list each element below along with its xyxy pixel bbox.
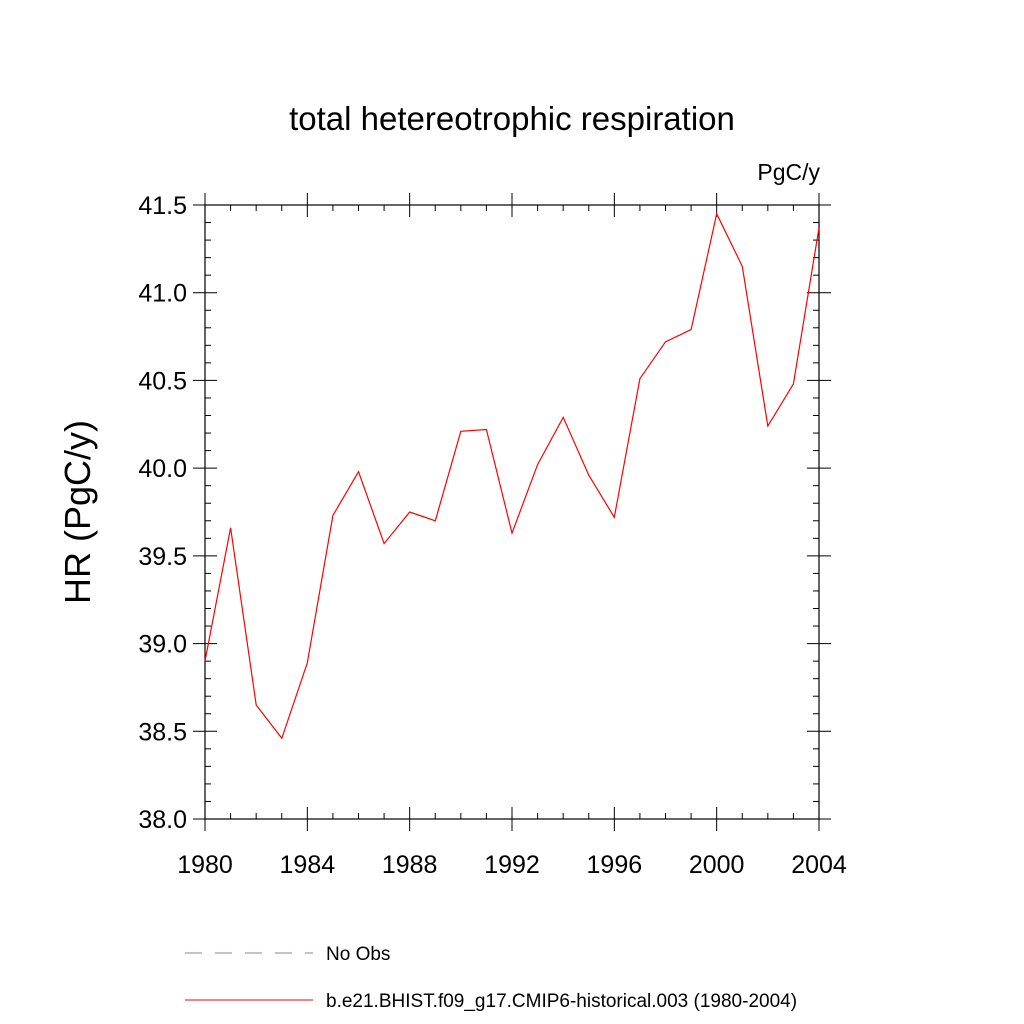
series-group (204, 211, 820, 740)
legend-label: No Obs (326, 944, 390, 965)
x-tick-label: 1992 (484, 851, 540, 879)
y-tick-label: 40.0 (138, 455, 187, 483)
y-tick-label: 41.0 (138, 280, 187, 308)
plot-frame (204, 204, 820, 820)
y-tick-label: 39.5 (138, 543, 187, 571)
data-point (306, 662, 308, 664)
data-point (229, 527, 231, 529)
data-point (281, 737, 283, 739)
data-point (741, 265, 743, 267)
data-point (255, 704, 257, 706)
data-point (818, 227, 820, 229)
data-point (460, 430, 462, 432)
data-point (562, 416, 564, 418)
data-point (613, 516, 615, 518)
x-tick-label: 2004 (791, 851, 847, 879)
data-point (383, 542, 385, 544)
y-tick-label: 40.5 (138, 367, 187, 395)
data-point (408, 511, 410, 513)
data-point (536, 463, 538, 465)
y-tick-label: 41.5 (138, 192, 187, 220)
x-tick-label: 2000 (689, 851, 745, 879)
data-point (664, 341, 666, 343)
chart-title: total hetereotrophic respiration (289, 100, 735, 137)
x-tick-label: 1984 (280, 851, 336, 879)
axis-ticks (193, 193, 831, 831)
tick-labels: 1980 1984 1988 1992 1996 2000 2004 38.0 38.5 39.0… (138, 192, 847, 879)
data-point (690, 328, 692, 330)
y-tick-label: 38.0 (138, 806, 187, 834)
x-tick-label: 1980 (177, 851, 233, 879)
units-label: PgC/y (757, 159, 820, 185)
data-point (588, 474, 590, 476)
data-point (434, 520, 436, 522)
y-tick-label: 39.0 (138, 631, 187, 659)
data-point (357, 470, 359, 472)
series-line-0 (204, 211, 820, 740)
data-point (204, 660, 206, 662)
data-point (511, 532, 513, 534)
data-point (639, 377, 641, 379)
legend: No Obs b.e21.BHIST.f09_g17.CMIP6-historic… (185, 944, 797, 1012)
y-axis-label: HR (PgC/y) (57, 420, 98, 604)
data-point (792, 383, 794, 385)
x-tick-label: 1996 (587, 851, 643, 879)
data-point (767, 425, 769, 427)
y-tick-label: 38.5 (138, 718, 187, 746)
data-point (332, 514, 334, 516)
legend-label: b.e21.BHIST.f09_g17.CMIP6-historical.003… (326, 991, 797, 1012)
x-tick-label: 1988 (382, 851, 438, 879)
data-point (485, 428, 487, 430)
data-point (715, 213, 717, 215)
